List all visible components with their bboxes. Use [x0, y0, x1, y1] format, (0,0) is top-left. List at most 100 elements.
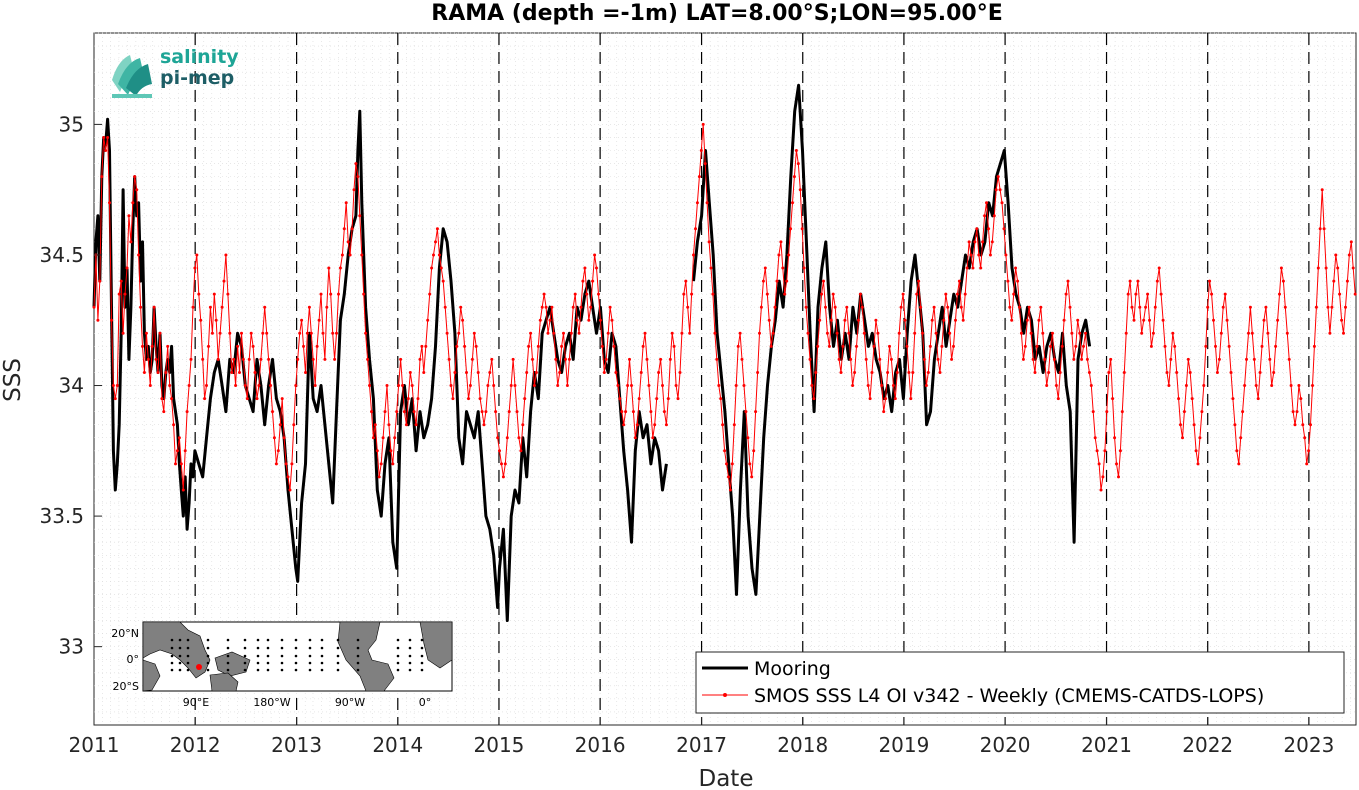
series-point-smos [1237, 462, 1241, 466]
series-point-smos [591, 279, 595, 283]
series-point-smos [241, 357, 245, 361]
inset-mooring-dot [170, 646, 174, 650]
series-point-smos [175, 449, 179, 453]
series-point-smos [408, 371, 412, 374]
series-point-smos [1229, 371, 1233, 374]
series-point-smos [922, 357, 926, 361]
series-point-smos [428, 292, 432, 296]
series-point-smos [1115, 462, 1118, 466]
series-point-smos [338, 266, 342, 270]
series-point-smos [162, 410, 166, 414]
series-point-smos [515, 410, 519, 414]
series-point-smos [216, 357, 220, 361]
series-point-smos [234, 384, 238, 387]
series-point-smos [816, 344, 820, 348]
inset-mooring-dot [280, 661, 284, 665]
series-point-smos [614, 371, 618, 374]
series-point-smos [366, 357, 370, 361]
series-point-smos [1175, 371, 1179, 374]
series-point-smos [889, 357, 893, 361]
series-point-smos [699, 149, 703, 152]
series-point-smos [1309, 423, 1312, 427]
series-point-smos [796, 162, 800, 166]
series-point-smos [474, 344, 478, 348]
series-point-smos [1260, 344, 1264, 348]
series-point-smos [146, 357, 150, 361]
series-point-smos [862, 331, 866, 335]
legend-box [695, 651, 1345, 714]
series-point-smos [240, 331, 243, 335]
series-point-smos [631, 410, 635, 414]
series-point-smos [1208, 279, 1212, 283]
inset-mooring-dot [266, 661, 270, 665]
series-point-smos [1155, 279, 1159, 283]
series-point-smos [267, 357, 271, 361]
series-point-smos [1087, 371, 1091, 374]
series-point-smos [1089, 384, 1093, 387]
inset-mooring-dot [408, 654, 412, 658]
inset-mooring-dots [170, 638, 424, 672]
series-point-smos [1235, 449, 1239, 453]
series-point-smos [647, 384, 651, 387]
series-point-smos [771, 331, 775, 335]
series-point-smos [1177, 397, 1181, 401]
series-point-smos [633, 436, 637, 440]
series-point-smos [973, 240, 977, 244]
series-point-smos [1311, 384, 1314, 387]
series-point-smos [486, 384, 490, 387]
series-point-smos [781, 266, 785, 270]
series-point-smos [845, 305, 849, 309]
series-point-smos [709, 266, 713, 270]
series-point-smos [476, 371, 480, 374]
series-point-smos [1192, 423, 1196, 427]
series-point-smos [860, 305, 864, 309]
inset-mooring-dot [408, 646, 412, 650]
series-point-smos [831, 292, 835, 296]
series-point-smos [1010, 318, 1014, 322]
series-point-smos [154, 357, 158, 361]
series-point-smos [1283, 305, 1287, 309]
series-point-smos [752, 449, 756, 453]
series-point-smos [272, 436, 276, 440]
inset-mooring-dot [243, 646, 247, 650]
series-point-smos [185, 410, 189, 414]
series-point-smos [104, 149, 108, 152]
series-point-smos [730, 462, 734, 466]
y-tick-label: 33 [59, 635, 84, 659]
series-point-smos [383, 410, 387, 414]
series-point-smos [963, 292, 967, 296]
series-point-smos [321, 331, 325, 335]
series-point-smos [191, 305, 195, 309]
series-point-smos [300, 318, 304, 322]
series-point-smos [96, 318, 100, 322]
series-point-smos [238, 371, 241, 374]
series-point-smos [540, 305, 544, 309]
series-point-smos [135, 188, 139, 192]
series-point-smos [465, 371, 468, 374]
series-point-smos [725, 462, 728, 466]
series-point-smos [932, 305, 936, 309]
inset-mooring-dot [420, 638, 424, 642]
series-point-smos [719, 397, 723, 401]
series-point-smos [1060, 344, 1064, 348]
series-point-smos [882, 410, 886, 414]
inset-mooring-dot [308, 638, 312, 642]
series-point-smos [664, 423, 668, 427]
series-point-smos [177, 436, 181, 440]
series-point-smos [290, 462, 294, 466]
series-point-smos [395, 410, 399, 414]
series-point-smos [843, 318, 847, 322]
inset-mooring-dot [226, 654, 230, 658]
series-point-smos [373, 423, 377, 427]
series-point-smos [172, 423, 176, 427]
series-point-smos [532, 384, 536, 387]
series-point-smos [1105, 410, 1109, 414]
series-point-smos [767, 318, 771, 322]
series-point-smos [895, 371, 899, 374]
y-tick-label: 33.5 [39, 504, 84, 528]
series-point-smos [249, 331, 253, 335]
series-point-smos [245, 397, 249, 401]
series-point-smos [404, 423, 408, 427]
series-point-smos [616, 384, 620, 387]
series-point-smos [1279, 266, 1283, 270]
